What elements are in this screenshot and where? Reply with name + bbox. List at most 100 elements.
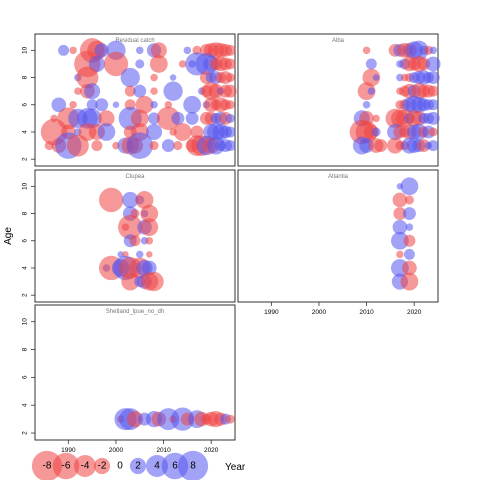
bubble-point <box>112 101 120 108</box>
x-tick-label: 2020 <box>204 447 219 454</box>
x-tick-label: 1990 <box>264 309 279 316</box>
bubble-point <box>224 58 236 70</box>
bubble-point <box>225 414 235 424</box>
y-tick-label: 8 <box>22 211 29 215</box>
bubble-point <box>392 219 408 235</box>
bubble-point <box>156 106 180 130</box>
bubble-point <box>405 223 414 231</box>
legend-label: -6 <box>62 461 71 472</box>
bubble-point <box>161 139 175 153</box>
bubble-point <box>428 127 438 137</box>
legend-label: 4 <box>154 461 160 472</box>
legend-label: -4 <box>81 461 90 472</box>
bubble-point <box>171 111 185 125</box>
bubble-point <box>393 207 407 221</box>
bubble-point <box>173 141 183 151</box>
legend-bubble <box>52 452 80 480</box>
bubble-point <box>362 68 381 87</box>
legend-bubble <box>129 457 147 475</box>
bubble-point <box>400 177 419 196</box>
panel-title: Alba <box>332 38 345 44</box>
bubble-point <box>130 109 149 128</box>
y-tick-label: 2 <box>22 157 29 161</box>
bubble-point <box>74 87 82 95</box>
legend-label: 0 <box>117 461 123 472</box>
bubble-point <box>365 58 377 70</box>
x-tick-label: 1990 <box>61 447 76 454</box>
bubble-point <box>58 44 70 56</box>
bubble-point <box>169 74 177 81</box>
bubble-point <box>146 251 153 258</box>
bubble-point <box>69 46 77 55</box>
bubble-point <box>135 95 154 114</box>
bubble-point <box>97 123 116 141</box>
bubbles <box>349 40 441 155</box>
panel-title: Residual catch <box>115 38 154 44</box>
bubble-point <box>136 46 144 55</box>
bubbles <box>99 187 164 292</box>
bubble-point <box>84 83 101 100</box>
bubbles <box>114 407 235 431</box>
y-tick-label: 2 <box>22 431 29 435</box>
bubble-point <box>427 85 439 97</box>
bubble-point <box>224 140 236 152</box>
bubble-point <box>371 127 381 137</box>
bubble-point <box>429 46 437 55</box>
bubble-point <box>374 139 388 153</box>
bubble-point <box>126 132 154 159</box>
bubble-point <box>164 101 173 109</box>
bubble-point <box>402 260 417 276</box>
bubble-point <box>403 234 416 247</box>
legend-bubble <box>177 450 209 480</box>
panels-layer: Residual catch 2 4 6 8 10 Alba Clupea 2 4 6 8 10 Atla… <box>22 33 441 454</box>
bubble-point <box>126 411 144 428</box>
bubble-point <box>426 71 440 85</box>
bubble-point <box>223 84 237 98</box>
bubble-point <box>69 101 77 109</box>
bubble-point <box>150 87 158 95</box>
bubble-point <box>190 125 204 139</box>
bubble-point <box>396 250 404 259</box>
bubble-point <box>362 101 371 109</box>
bubble-point <box>144 271 164 292</box>
bubble-point <box>224 126 236 138</box>
bubble-point <box>178 60 187 68</box>
panel-1: Alba <box>237 33 441 167</box>
y-tick-label: 8 <box>22 347 29 351</box>
bubble-point <box>148 112 161 125</box>
bubble-point <box>403 248 415 260</box>
bubble-point <box>117 251 124 258</box>
panel-title: Shetland_lpue_no_dh <box>106 309 164 315</box>
bubble-point <box>225 113 235 123</box>
panel-title: Atlantia <box>328 174 349 180</box>
bubble-point <box>427 140 439 152</box>
legend: -8 -6 -4 -2 0 2 4 6 8 <box>31 450 209 480</box>
bubble-point <box>88 55 105 73</box>
bubble-point <box>208 83 224 99</box>
y-tick-label: 2 <box>22 293 29 297</box>
bubble-point <box>150 73 158 82</box>
bubble-point <box>121 272 140 291</box>
bubble-point <box>51 97 67 113</box>
bubble-point <box>76 66 99 89</box>
legend-bubble <box>74 455 96 477</box>
legend-label: 6 <box>172 461 178 472</box>
y-tick-label: 6 <box>22 239 29 243</box>
y-tick-label: 6 <box>22 103 29 107</box>
bubble-point <box>103 51 129 77</box>
x-tick-label: 2010 <box>359 309 374 316</box>
legend-bubble <box>93 457 111 475</box>
bubble-point <box>149 141 159 151</box>
bubble-point <box>183 95 202 114</box>
y-tick-label: 10 <box>22 46 29 54</box>
bubble-point <box>400 272 419 291</box>
bubble-point <box>129 235 141 247</box>
bubbles <box>40 38 237 159</box>
y-axis-title: Age <box>3 227 14 245</box>
x-tick-label: 2020 <box>407 309 422 316</box>
bubble-point <box>135 191 154 209</box>
y-tick-label: 4 <box>22 266 29 270</box>
y-tick-label: 4 <box>22 403 29 407</box>
bubble-point <box>149 55 168 73</box>
